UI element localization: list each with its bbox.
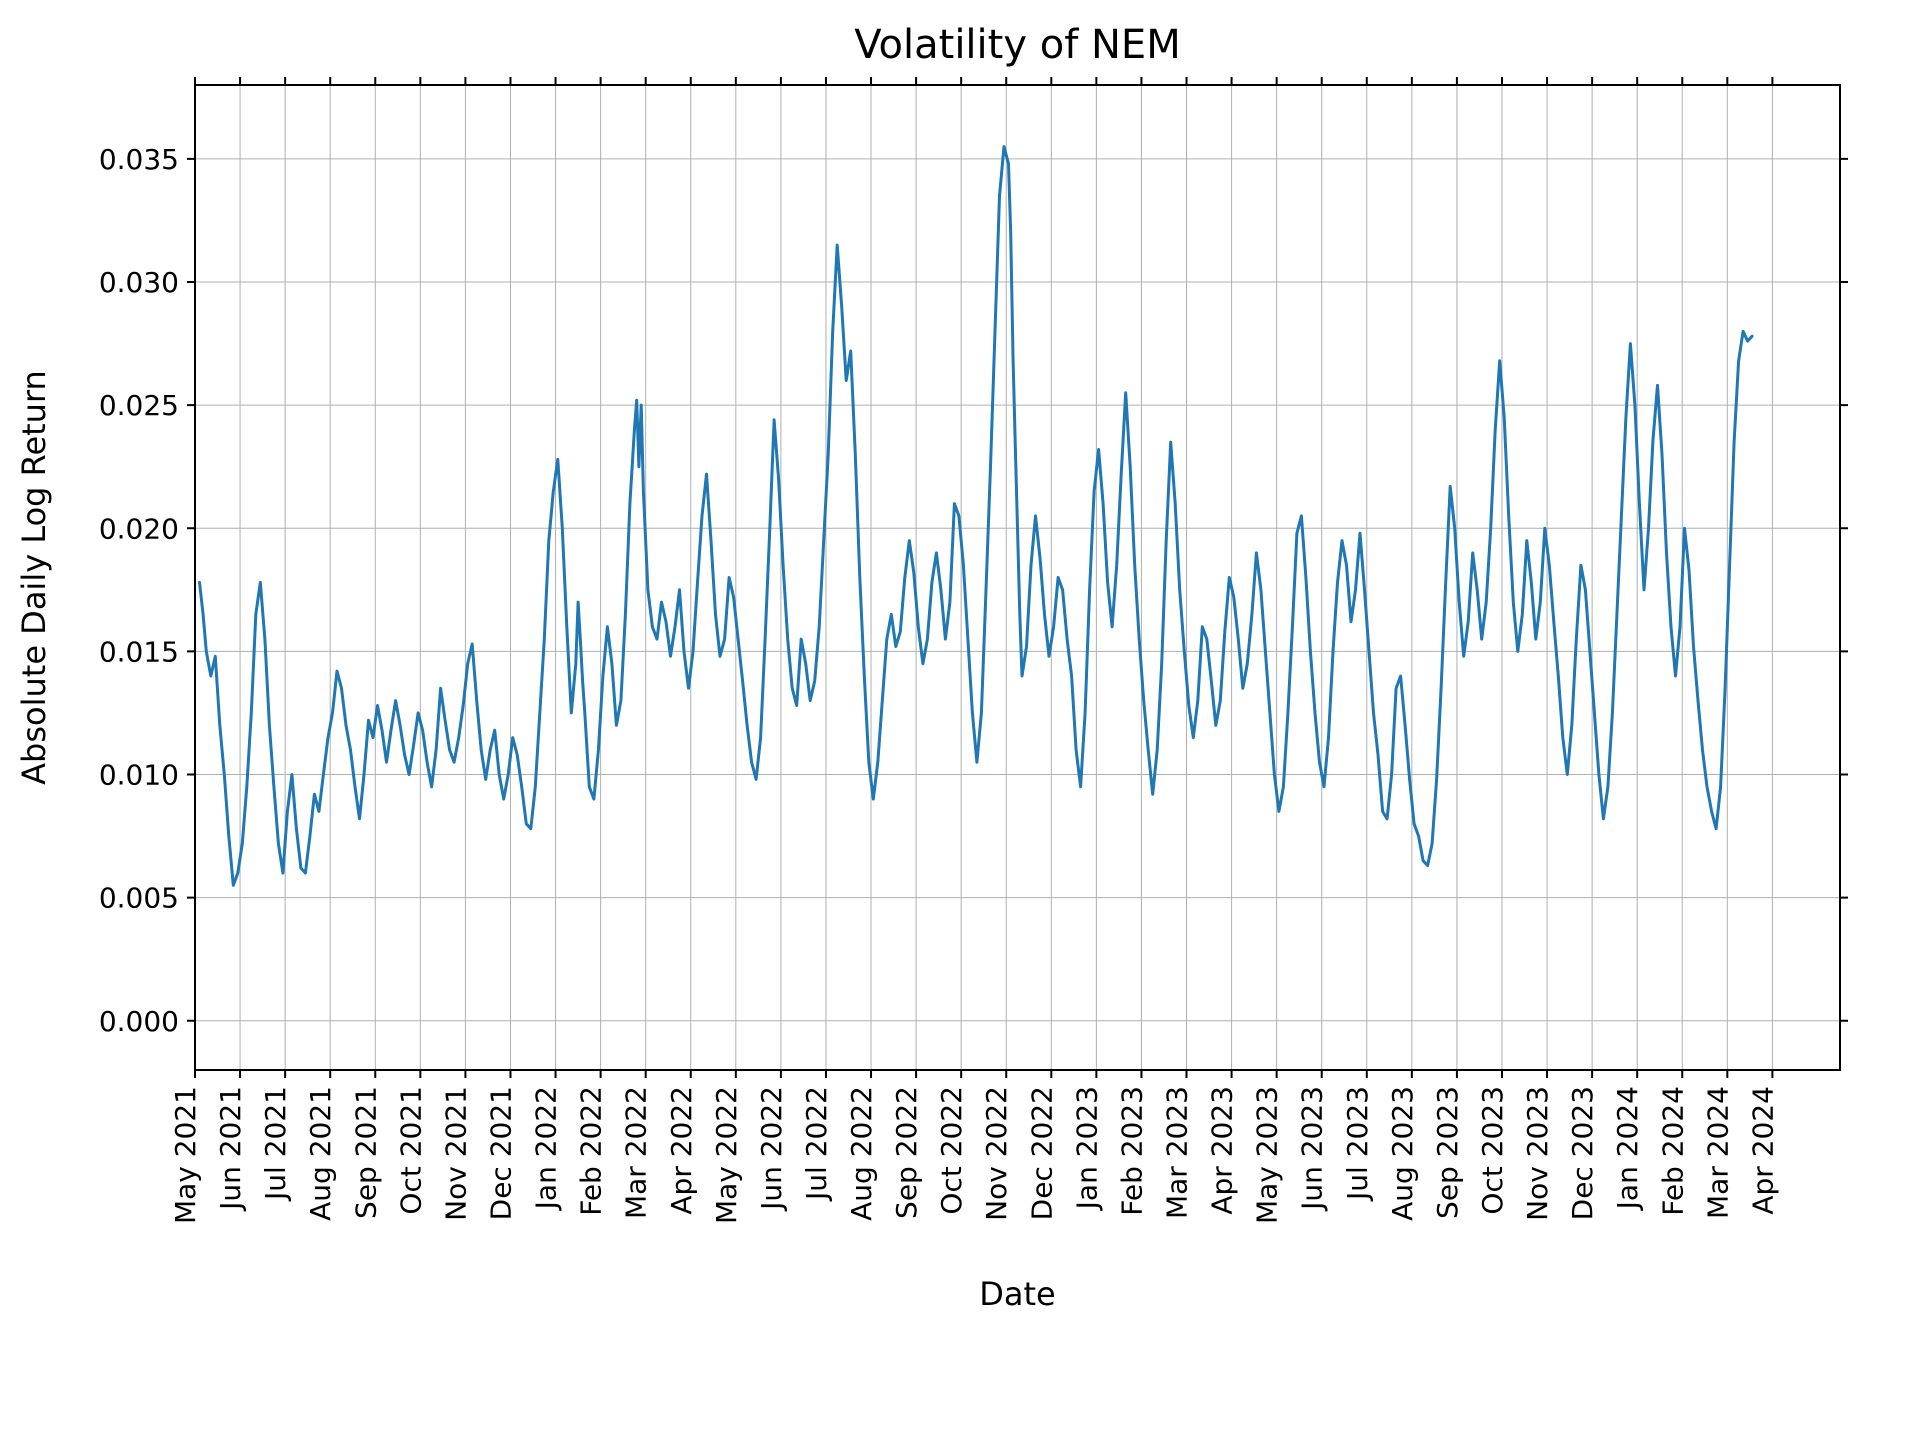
- x-tick-label: May 2021: [169, 1086, 202, 1224]
- x-tick-label: Mar 2024: [1701, 1086, 1734, 1219]
- x-tick-label: Dec 2022: [1025, 1086, 1058, 1220]
- y-tick-label: 0.030: [99, 266, 179, 299]
- x-tick-label: Jan 2023: [1070, 1086, 1103, 1211]
- x-tick-label: Sep 2021: [349, 1086, 382, 1219]
- x-tick-label: Dec 2021: [484, 1086, 517, 1220]
- x-tick-label: Aug 2022: [845, 1086, 878, 1221]
- x-axis-label: Date: [979, 1275, 1055, 1313]
- x-tick-label: Feb 2023: [1115, 1086, 1148, 1216]
- x-tick-label: Mar 2023: [1161, 1086, 1194, 1219]
- chart-title: Volatility of NEM: [854, 22, 1180, 68]
- x-tick-label: Jun 2023: [1296, 1086, 1329, 1212]
- x-tick-label: May 2022: [710, 1086, 743, 1224]
- x-tick-label: Apr 2023: [1206, 1086, 1239, 1215]
- x-tick-label: Jul 2023: [1341, 1086, 1374, 1202]
- x-tick-label: Sep 2022: [890, 1086, 923, 1219]
- x-tick-label: Dec 2023: [1566, 1086, 1599, 1220]
- y-tick-label: 0.000: [99, 1005, 179, 1038]
- x-tick-label: Jun 2021: [214, 1086, 247, 1212]
- x-tick-label: Feb 2024: [1656, 1086, 1689, 1216]
- x-tick-label: Feb 2022: [575, 1086, 608, 1216]
- x-tick-label: Apr 2022: [665, 1086, 698, 1215]
- x-tick-label: Apr 2024: [1746, 1086, 1779, 1215]
- y-tick-label: 0.025: [99, 389, 179, 422]
- x-tick-label: Nov 2023: [1521, 1086, 1554, 1221]
- x-tick-label: Jun 2022: [755, 1086, 788, 1212]
- y-axis-label: Absolute Daily Log Return: [15, 370, 53, 785]
- x-tick-label: Mar 2022: [620, 1086, 653, 1219]
- y-tick-label: 0.005: [99, 882, 179, 915]
- volatility-line-chart: 0.000 0.005 0.010 0.015 0.020 0.025 0.030 0.035…: [0, 0, 1920, 1440]
- x-tick-label: Jan 2024: [1611, 1086, 1644, 1211]
- x-tick-label: Oct 2021: [394, 1086, 427, 1215]
- x-tick-label: Nov 2021: [439, 1086, 472, 1221]
- x-tick-label: Sep 2023: [1431, 1086, 1464, 1219]
- x-tick-label: Aug 2021: [304, 1086, 337, 1221]
- chart-container: 0.000 0.005 0.010 0.015 0.020 0.025 0.030 0.035…: [0, 0, 1920, 1440]
- y-tick-label: 0.020: [99, 512, 179, 545]
- x-tick-label: Jan 2022: [530, 1086, 563, 1211]
- x-tick-label: Oct 2022: [935, 1086, 968, 1215]
- x-tick-label: Jul 2022: [800, 1086, 833, 1202]
- x-tick-label: Nov 2022: [980, 1086, 1013, 1221]
- y-tick-label: 0.015: [99, 635, 179, 668]
- x-tick-label: Oct 2023: [1476, 1086, 1509, 1215]
- x-tick-label: May 2023: [1251, 1086, 1284, 1224]
- y-tick-label: 0.010: [99, 759, 179, 792]
- x-tick-label: Aug 2023: [1386, 1086, 1419, 1221]
- x-tick-label: Jul 2021: [259, 1086, 292, 1202]
- y-tick-label: 0.035: [99, 143, 179, 176]
